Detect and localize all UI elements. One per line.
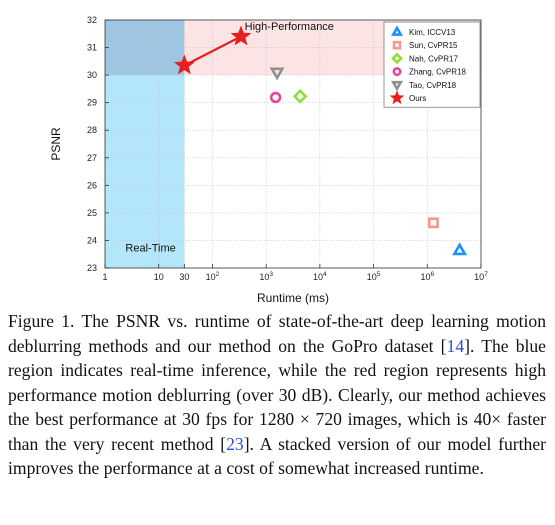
caption-text: Figure 1. The PSNR vs. runtime of state-…: [8, 311, 489, 331]
caption-line: motion deblurring methods and our method…: [8, 311, 546, 356]
ours-point-shape: [230, 25, 252, 46]
kim-iccv13-point-shape: [452, 242, 468, 256]
y-tick-label: 26: [87, 180, 97, 190]
legend-label: Sun, CvPR15: [409, 41, 458, 50]
caption-text: region represents high performance motio…: [8, 360, 546, 405]
figure-caption: Figure 1. The PSNR vs. runtime of state-…: [8, 309, 546, 481]
y-tick-label: 23: [87, 263, 97, 273]
x-tick-label: 105: [367, 271, 381, 282]
y-tick-label: 28: [87, 125, 97, 135]
legend-marker-shape: [390, 25, 404, 36]
legend-label: Tao, CvPR18: [409, 81, 457, 90]
y-axis-label: PSNR: [49, 127, 63, 161]
ours-point-shape: [173, 54, 195, 75]
caption-line: for 1280 × 720 images, which is 40× fast…: [8, 409, 546, 454]
y-tick-label: 31: [87, 43, 97, 53]
caption-text: [: [440, 335, 447, 356]
caption-line: method [23]. A stacked version of our mo…: [8, 434, 546, 479]
sun-cvpr15-point-shape: [427, 217, 439, 229]
caption-text: ]. The blue region indicates real-time i…: [8, 335, 546, 381]
x-tick-label: 1: [102, 272, 107, 282]
x-tick-label: 107: [474, 271, 488, 282]
caption-citation[interactable]: 14: [446, 335, 465, 356]
caption-line: performance at a cost of somewhat increa…: [104, 458, 484, 478]
zhang-cvpr18-point: [269, 91, 282, 104]
psnr-runtime-chart: 1 10 30 102 103 104 105 106 107 23 24 25 26 27 28 29 30 3…: [49, 15, 488, 305]
ours-point: [173, 54, 195, 75]
y-tick-label: 32: [87, 15, 97, 25]
caption-text: for 1280 × 720 images, which is 40× fast…: [8, 409, 546, 454]
caption-text: ]. A stacked version of our model furthe…: [8, 433, 547, 479]
legend-marker-shape: [392, 67, 402, 77]
x-tick-label: 10: [154, 272, 164, 282]
caption-line: [14]. The blue region indicates real-tim…: [8, 336, 546, 381]
y-tick-label: 24: [87, 235, 97, 245]
legend-marker: [392, 40, 402, 50]
caption-line: Figure 1. The PSNR vs. runtime of state-…: [8, 311, 489, 331]
x-tick-label: 106: [420, 271, 434, 282]
caption-text: dB). Clearly, our method achieves the be…: [8, 384, 546, 430]
chart-svg: 1 10 30 102 103 104 105 106 107 23 24 25 26 27 28 29 30 3…: [49, 15, 488, 305]
real-time-label: Real-Time: [125, 242, 175, 254]
nah-cvpr17-point: [292, 88, 308, 104]
legend-marker: [389, 90, 405, 105]
x-tick-label: 102: [206, 271, 220, 282]
legend-marker-shape: [391, 52, 403, 65]
ours-point: [230, 25, 252, 46]
y-tick-label: 27: [87, 153, 97, 163]
legend-marker-shape: [390, 80, 404, 92]
caption-citation[interactable]: 23: [226, 433, 244, 454]
caption-text: performance at a cost of somewhat increa…: [103, 458, 484, 478]
plot-frame: [104, 19, 482, 269]
caption-line: region represents high performance motio…: [8, 360, 546, 405]
sun-cvpr15-point: [427, 217, 439, 229]
legend-label: Zhang, CvPR18: [409, 68, 466, 77]
y-tick-label: 29: [87, 98, 97, 108]
legend-marker-shape: [389, 90, 405, 105]
zhang-cvpr18-point-shape: [269, 91, 282, 104]
legend-label: Nah, CvPR17: [409, 54, 458, 63]
nah-cvpr17-point-shape: [292, 88, 308, 104]
x-tick-label: 30: [179, 272, 189, 282]
tao-cvpr18-point-shape: [269, 67, 285, 81]
legend-marker: [392, 67, 402, 77]
legend-marker: [391, 52, 403, 65]
caption-text: method [: [160, 433, 227, 454]
caption-text: motion deblurring methods and our method…: [8, 311, 547, 356]
y-tick-label: 30: [87, 70, 97, 80]
kim-iccv13-point: [452, 242, 468, 256]
legend-marker-shape: [392, 40, 402, 50]
legend-marker: [390, 25, 404, 36]
ours-line: [183, 35, 242, 67]
caption-line: dB). Clearly, our method achieves the be…: [8, 385, 546, 430]
x-tick-label: 104: [313, 271, 327, 282]
legend-box: [383, 21, 481, 108]
legend-marker: [390, 80, 404, 92]
y-tick-label: 25: [87, 208, 97, 218]
tao-cvpr18-point: [269, 67, 285, 81]
legend-label: Ours: [409, 94, 426, 103]
x-tick-label: 103: [259, 271, 273, 282]
high-performance-label: High-Performance: [245, 21, 334, 33]
legend-label: Kim, ICCV13: [409, 28, 456, 37]
x-axis-label: Runtime (ms): [257, 291, 329, 305]
